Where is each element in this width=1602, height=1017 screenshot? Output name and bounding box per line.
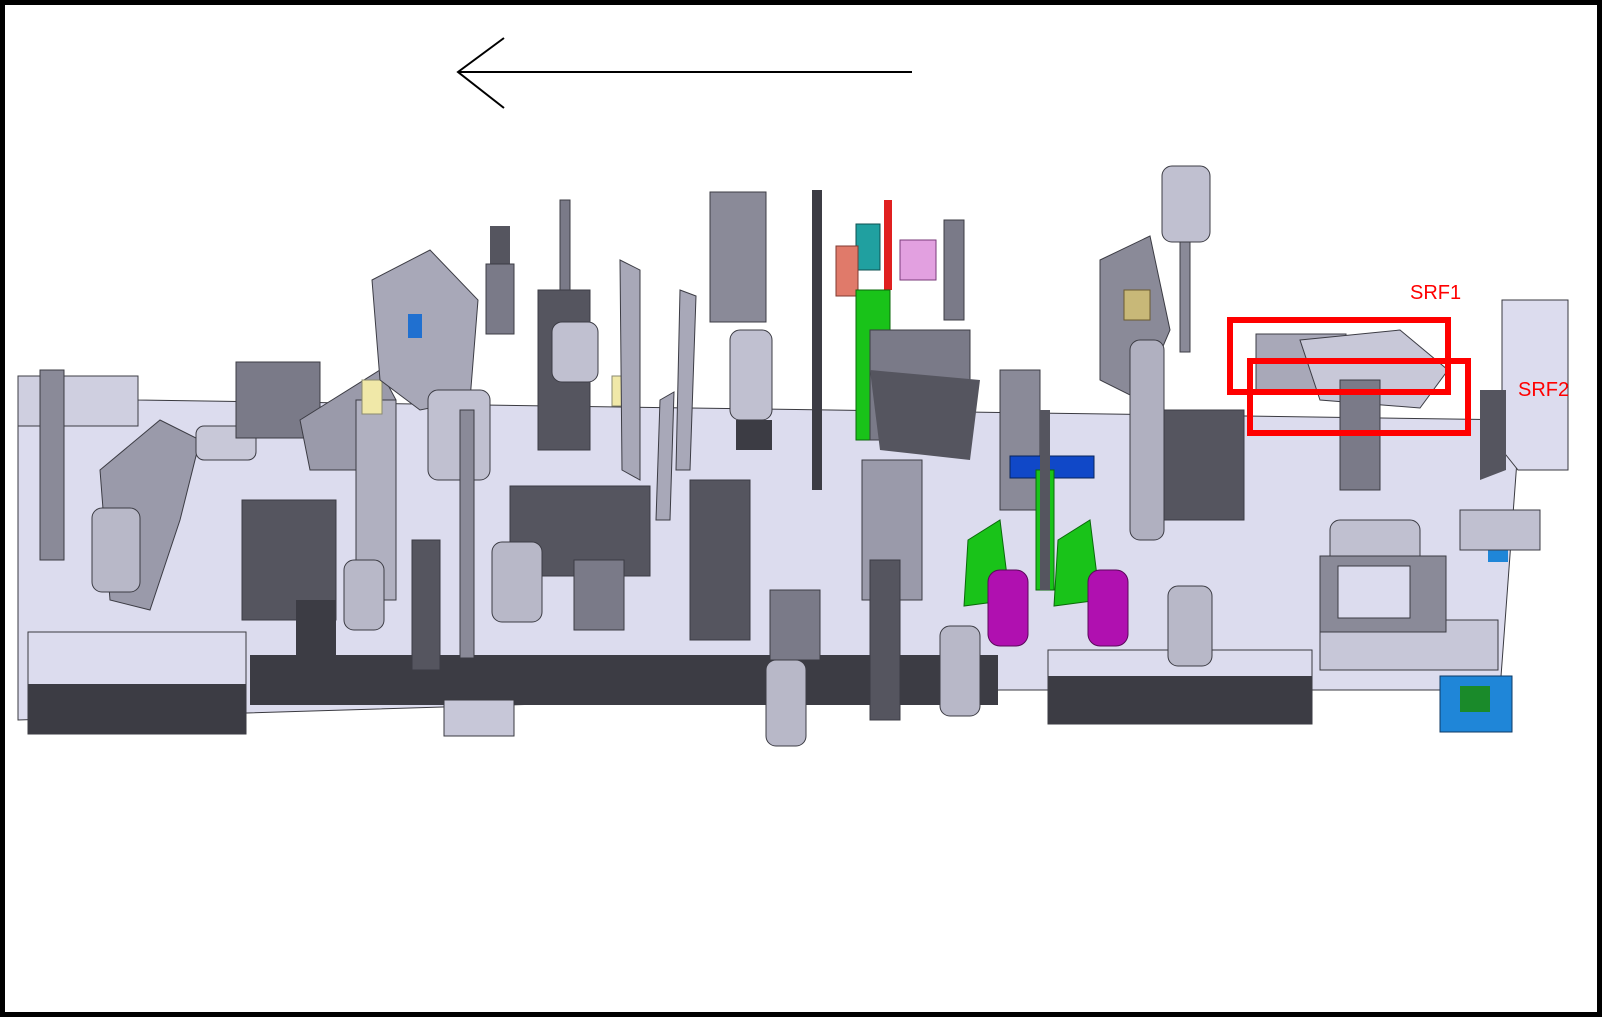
srf2-label: SRF2 xyxy=(1518,379,1570,401)
srf1-label: SRF1 xyxy=(1410,282,1462,304)
srf2-highlight-box xyxy=(1247,358,1471,436)
center-fixture-section xyxy=(835,200,1129,721)
center-left-fixture-section xyxy=(491,190,822,747)
srf1-highlight-box xyxy=(1227,317,1451,395)
left-fixture-section xyxy=(17,226,515,671)
left-arrow-icon xyxy=(456,37,912,109)
